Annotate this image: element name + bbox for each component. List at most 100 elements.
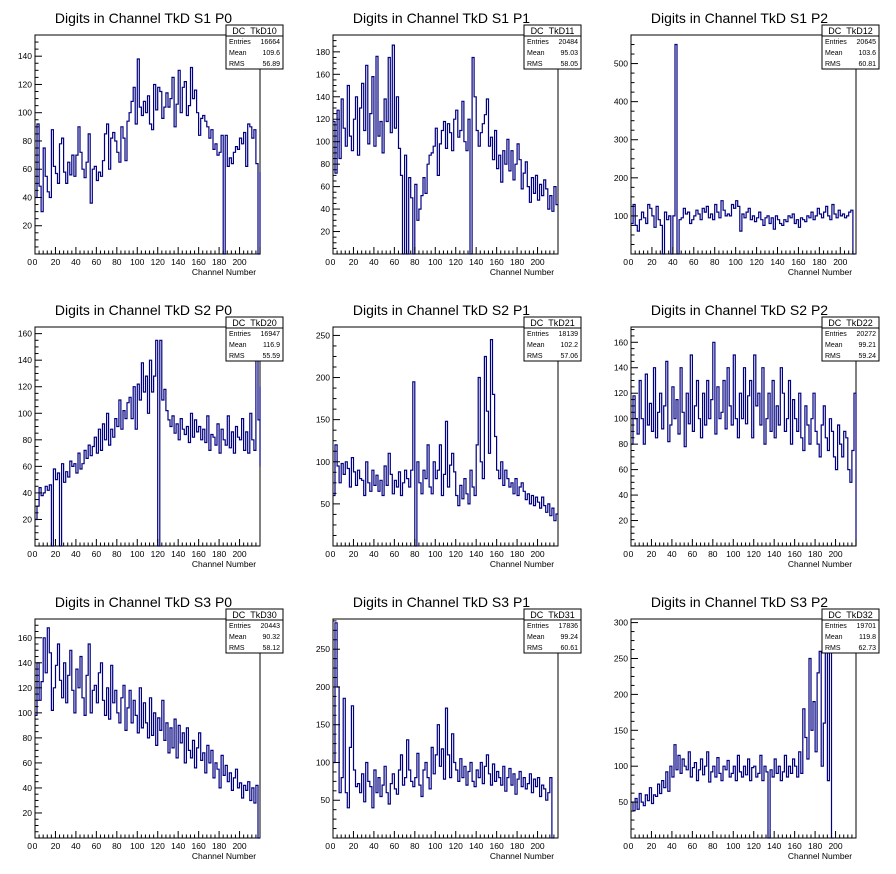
x-tick-label: 0 [33, 841, 38, 851]
y-tick-label: 120 [18, 382, 32, 392]
y-tick-label: 60 [321, 182, 331, 192]
x-tick-label: 160 [791, 257, 805, 267]
stats-rms-value: 58.12 [262, 645, 280, 652]
y-tick-label: 120 [316, 114, 330, 124]
stats-mean-label: Mean [229, 634, 247, 641]
y-tick-label: 100 [614, 211, 628, 221]
x-tick-label: 120 [449, 257, 463, 267]
x-tick-label: 140 [171, 257, 185, 267]
y-tick-label: 200 [614, 689, 628, 699]
x-tick-label: 100 [428, 257, 442, 267]
histogram-line [631, 622, 834, 839]
x-axis-label: Channel Number [788, 267, 852, 277]
chart-title: Digits in Channel TkD S1 P1 [353, 10, 530, 26]
x-tick-label: 40 [667, 841, 677, 851]
x-tick-label: 60 [390, 841, 400, 851]
x-tick-label: 200 [530, 841, 544, 851]
x-tick-label: 40 [71, 549, 81, 559]
y-tick-label: 0 [325, 841, 330, 851]
stats-name: DC_TkD10 [232, 26, 277, 36]
y-tick-label: 50 [619, 797, 629, 807]
x-tick-label: 40 [369, 841, 379, 851]
x-tick-label: 140 [469, 549, 483, 559]
x-tick-label: 120 [449, 841, 463, 851]
y-tick-label: 100 [18, 108, 32, 118]
x-tick-label: 20 [349, 549, 359, 559]
stats-name: DC_TkD11 [531, 26, 575, 36]
x-tick-label: 160 [490, 549, 504, 559]
stats-frame [523, 608, 582, 654]
y-tick-label: 0 [325, 549, 330, 559]
y-tick-label: 60 [619, 465, 629, 475]
y-tick-label: 20 [619, 516, 629, 526]
plot-frame [630, 34, 857, 255]
x-tick-label: 200 [530, 257, 544, 267]
x-axis-label: Channel Number [788, 851, 852, 861]
stats-rms-label: RMS [825, 353, 841, 360]
stats-entries-label: Entries [527, 331, 549, 338]
stats-rms-value: 60.81 [858, 61, 876, 68]
x-tick-label: 180 [510, 257, 524, 267]
y-tick-label: 200 [316, 373, 330, 383]
x-tick-label: 0 [331, 841, 336, 851]
x-tick-label: 0 [629, 257, 634, 267]
x-tick-label: 0 [331, 549, 336, 559]
stats-frame [821, 24, 880, 70]
stats-name: DC_TkD22 [828, 318, 873, 328]
y-tick-label: 40 [23, 192, 33, 202]
x-tick-label: 180 [812, 257, 826, 267]
stats-entries-value: 20443 [261, 623, 281, 630]
x-tick-label: 60 [92, 841, 102, 851]
stats-mean-value: 102.2 [560, 342, 578, 349]
y-tick-label: 0 [27, 841, 32, 851]
x-tick-label: 160 [788, 549, 802, 559]
chart-title: Digits in Channel TkD S3 P0 [55, 594, 232, 610]
y-tick-label: 150 [316, 415, 330, 425]
x-tick-label: 40 [71, 841, 81, 851]
stats-box: DC_TkD11 Entries 20484 Mean 95.03 RMS 58.05 [523, 24, 582, 70]
y-tick-label: 300 [614, 618, 628, 628]
chart-title: Digits in Channel TkD S2 P1 [353, 302, 530, 318]
stats-mean-value: 90.32 [262, 634, 280, 641]
stats-box: DC_TkD10 Entries 16664 Mean 109.6 RMS 56.89 [225, 24, 284, 70]
stats-mean-label: Mean [527, 634, 545, 641]
x-tick-label: 100 [729, 257, 743, 267]
stats-entries-label: Entries [527, 623, 549, 630]
stats-box: DC_TkD32 Entries 19701 Mean 119.8 RMS 62.73 [821, 608, 880, 654]
stats-name: DC_TkD30 [232, 610, 277, 620]
x-tick-label: 40 [369, 549, 379, 559]
stats-name: DC_TkD12 [828, 26, 873, 36]
y-tick-label: 250 [614, 653, 628, 663]
stats-mean-value: 116.9 [263, 342, 280, 349]
x-tick-label: 80 [410, 549, 420, 559]
y-tick-label: 80 [23, 136, 33, 146]
y-tick-label: 60 [23, 461, 33, 471]
x-tick-label: 60 [92, 549, 102, 559]
x-tick-label: 180 [808, 549, 822, 559]
y-tick-label: 140 [316, 92, 330, 102]
x-tick-label: 100 [130, 841, 144, 851]
x-tick-label: 200 [833, 257, 847, 267]
x-tick-label: 180 [808, 841, 822, 851]
histogram-line [35, 627, 260, 839]
stats-rms-value: 58.05 [560, 61, 578, 68]
x-tick-label: 60 [688, 841, 698, 851]
chart-panel: Digits in Channel TkD S1 P1 0 20 40 60 80 100 1… [316, 10, 582, 277]
chart-panel: Digits in Channel TkD S2 P2 0 20 40 60 80 100 1… [614, 302, 880, 569]
stats-entries-value: 20484 [559, 39, 579, 46]
histogram-line [333, 339, 558, 547]
stats-entries-label: Entries [527, 39, 549, 46]
x-tick-label: 0 [331, 257, 336, 267]
x-tick-label: 140 [767, 549, 781, 559]
plot-frame [34, 34, 261, 255]
stats-rms-label: RMS [527, 645, 543, 652]
stats-mean-label: Mean [527, 342, 545, 349]
y-tick-label: 80 [23, 733, 33, 743]
x-tick-label: 80 [708, 549, 718, 559]
x-tick-label: 180 [510, 549, 524, 559]
stats-rms-label: RMS [825, 645, 841, 652]
x-tick-label: 140 [469, 841, 483, 851]
x-tick-label: 0 [33, 549, 38, 559]
stats-entries-label: Entries [825, 623, 847, 630]
x-tick-label: 100 [428, 549, 442, 559]
